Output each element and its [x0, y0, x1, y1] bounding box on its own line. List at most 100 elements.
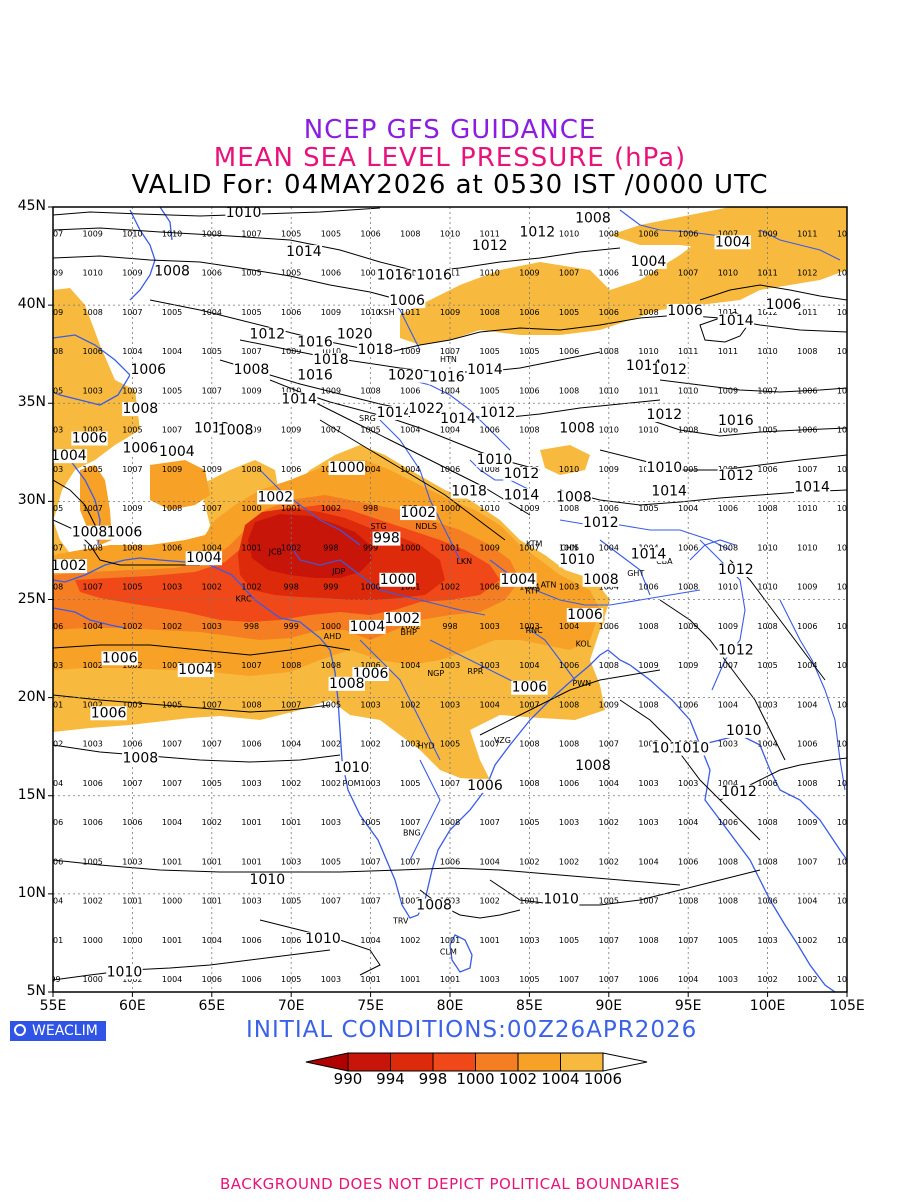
grid-value: 1005	[599, 897, 619, 906]
grid-value: 1011	[718, 347, 738, 356]
grid-value: 998	[323, 543, 338, 552]
contour-label: 1008	[574, 211, 612, 227]
contour-label: 1014	[793, 480, 831, 496]
contour-label-bg	[717, 643, 755, 658]
contour-label-bg	[415, 268, 453, 283]
grid-value: 1009	[480, 543, 500, 552]
grid-value: 1008	[638, 936, 658, 945]
grid-value: 1003	[83, 740, 103, 749]
grid-value: 1005	[122, 583, 142, 592]
contour-label-bg	[673, 741, 710, 756]
grid-value: 1008	[678, 583, 698, 592]
grid-value: 1009	[797, 818, 817, 827]
grid-value: 1007	[519, 543, 539, 552]
contour-label: 1012	[646, 407, 683, 423]
lat-label: 25N	[17, 590, 46, 607]
grid-value: 1001	[43, 700, 63, 709]
grid-value: 1007	[202, 740, 222, 749]
grid-value: 1006	[360, 661, 380, 670]
grid-value: 1008	[797, 347, 817, 356]
grid-value: 1004	[797, 700, 817, 709]
grid-value: 1003	[43, 661, 63, 670]
contour-label: 1010	[225, 207, 262, 221]
grid-value: 1006	[797, 426, 817, 435]
grid-value: 1008	[43, 347, 63, 356]
contour-label-text: 1004	[350, 619, 386, 635]
contour-label-text: 1008	[556, 489, 592, 505]
grid-value: 1002	[599, 857, 619, 866]
grid-value: 1000	[321, 622, 341, 631]
grid-value: 1003	[638, 779, 658, 788]
grid-value: 1008	[599, 347, 619, 356]
grid-value: 1010	[718, 583, 738, 592]
contour-label-bg	[106, 965, 143, 980]
grid-value: 1004	[122, 347, 142, 356]
grid-value: 1003	[559, 818, 579, 827]
contour-label: 1006	[101, 650, 138, 666]
city-code: HYD	[418, 742, 435, 751]
contour-label-text: 1002	[257, 489, 293, 505]
contour-label: 1010	[106, 964, 143, 980]
grid-value: 1006	[599, 269, 619, 278]
grid-value: 1007	[718, 661, 738, 670]
grid-value: 1003	[559, 583, 579, 592]
city-code: KRC	[236, 594, 252, 603]
grid-value: 1010	[122, 229, 142, 238]
grid-value: 1006	[837, 347, 857, 356]
grid-value: 1007	[797, 465, 817, 474]
grid-value: 1011	[757, 269, 777, 278]
contour-label-text: 1008	[559, 421, 595, 437]
shade-1006-east	[540, 445, 590, 475]
contour-label-bg	[466, 362, 504, 377]
grid-value: 1007	[400, 818, 420, 827]
contour-label: 1006	[511, 680, 548, 696]
grid-value: 1006	[559, 347, 579, 356]
grid-value: 1009	[321, 308, 341, 317]
contour-label-text: 1010	[559, 552, 595, 568]
lat-label: 35N	[17, 394, 46, 411]
grid-value: 1003	[122, 857, 142, 866]
grid-value: 1004	[519, 661, 539, 670]
grid-value: 1005	[519, 975, 539, 984]
contour-label: 1012	[471, 238, 508, 254]
grid-value: 1006	[718, 818, 738, 827]
contour-label-bg	[717, 313, 755, 328]
grid-value: 1010	[599, 386, 619, 395]
contour-label-text: 1008	[123, 401, 159, 417]
contour-label-text: 1014	[286, 244, 322, 260]
grid-value: 1006	[559, 779, 579, 788]
grid-value: 1003	[43, 426, 63, 435]
grid-value: 1007	[599, 936, 619, 945]
grid-value: 1005	[360, 426, 380, 435]
contour-label-text: 1006	[72, 431, 108, 447]
grid-value: 1002	[241, 583, 261, 592]
grid-value: 1006	[678, 229, 698, 238]
contour-label: 1008	[555, 489, 593, 505]
contour-label: 1014	[439, 411, 477, 427]
grid-value: 1001	[360, 975, 380, 984]
lon-label: 100E	[749, 998, 786, 1014]
grid-value: 1004	[162, 347, 182, 356]
contour-label: 1004	[630, 254, 667, 270]
contour-label-text: 1002	[400, 505, 436, 521]
grid-value: 1004	[797, 897, 817, 906]
contour-label: 1008	[122, 750, 159, 766]
grid-value: 1003	[837, 897, 857, 906]
contour-label-text: 1008	[154, 264, 190, 280]
contour-label-text: 1010	[647, 460, 683, 476]
lon-label: 65E	[198, 998, 226, 1014]
grid-value: 1006	[162, 543, 182, 552]
contour-label: 1014	[285, 244, 323, 260]
contour-label-bg	[130, 362, 167, 377]
contour-label-text: 1004	[178, 662, 214, 678]
grid-value: 1006	[43, 622, 63, 631]
grid-value: 1002	[400, 700, 420, 709]
grid-value: 1000	[162, 897, 182, 906]
grid-value: 1007	[519, 700, 539, 709]
grid-value: 1010	[638, 347, 658, 356]
city-code: HTN	[440, 355, 457, 364]
grid-value: 1010	[757, 583, 777, 592]
contour-label-bg	[122, 402, 159, 417]
contour-label: 1010	[558, 552, 596, 568]
